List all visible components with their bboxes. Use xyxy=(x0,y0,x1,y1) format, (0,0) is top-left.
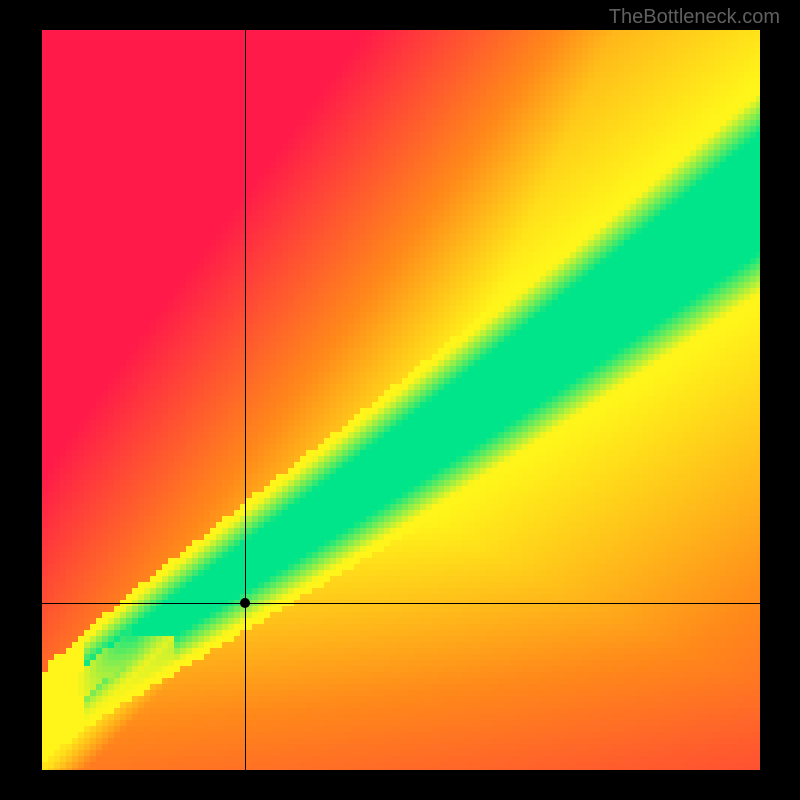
heatmap-plot xyxy=(42,30,760,770)
watermark-text: TheBottleneck.com xyxy=(609,6,780,29)
chart-container: TheBottleneck.com xyxy=(0,0,800,800)
heatmap-canvas xyxy=(42,30,760,770)
